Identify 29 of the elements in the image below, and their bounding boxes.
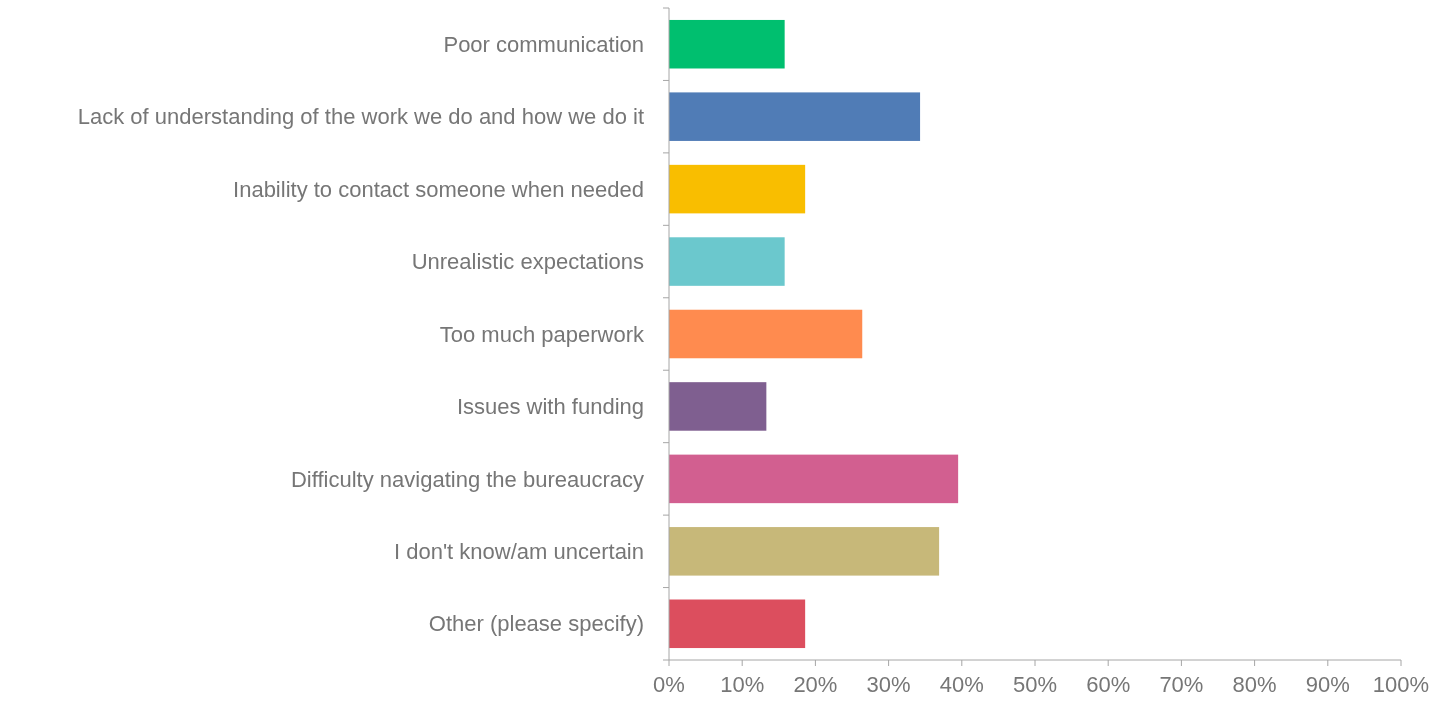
y-tick-label: Too much paperwork — [439, 321, 645, 347]
x-tick-label: 50% — [1012, 672, 1058, 697]
x-tick-label: 20% — [793, 672, 838, 697]
bar — [669, 599, 806, 649]
x-tick-label: 40% — [939, 672, 984, 697]
bar — [669, 382, 767, 431]
y-tick-label: Unrealistic expectations — [411, 249, 644, 275]
x-tick-label: 0% — [653, 672, 685, 697]
bar — [669, 309, 863, 359]
bar — [669, 164, 806, 214]
x-tick-label: 60% — [1086, 672, 1131, 697]
x-tick-label: 70% — [1159, 672, 1204, 697]
x-tick-label: 90% — [1305, 672, 1350, 697]
y-tick-label: Inability to contact someone when needed — [233, 176, 644, 202]
y-tick-label: I don't know/am uncertain — [393, 539, 644, 565]
bar — [669, 527, 940, 576]
y-tick-label: Other (please specify) — [428, 611, 644, 637]
y-tick-label: Issues with funding — [456, 394, 644, 420]
x-tick-label: 10% — [720, 672, 765, 697]
y-tick-label: Poor communication — [443, 31, 644, 57]
bar — [669, 19, 785, 69]
y-tick-label: Lack of understanding of the work we do and how we do it — [77, 104, 644, 130]
bar — [669, 92, 921, 141]
x-tick-label: 100% — [1372, 672, 1430, 697]
bar — [669, 237, 785, 286]
x-tick-label: 30% — [866, 672, 911, 697]
x-tick-label: 80% — [1232, 672, 1277, 697]
bar — [669, 454, 959, 504]
y-tick-label: Difficulty navigating the bureaucracy — [290, 466, 644, 492]
